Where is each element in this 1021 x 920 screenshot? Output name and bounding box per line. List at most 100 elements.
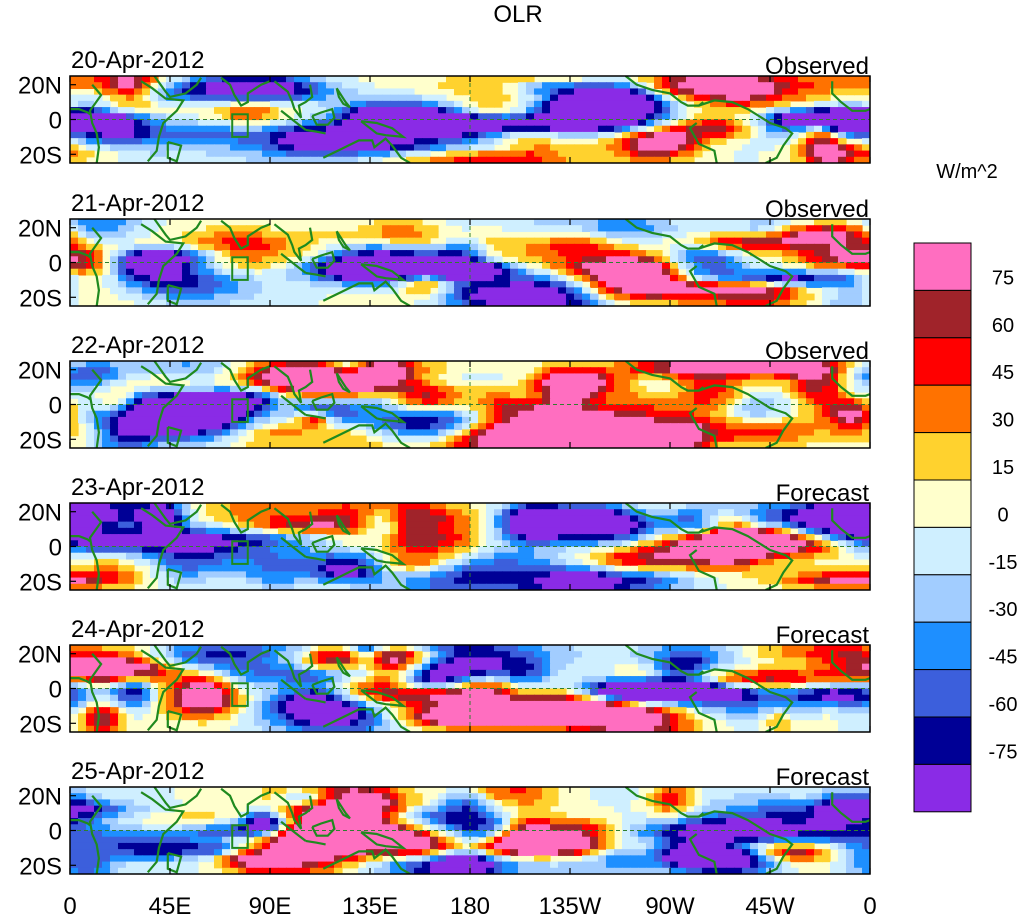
field-cell [502,293,511,301]
field-cell [278,521,287,529]
field-cell [150,219,159,226]
field-cell [158,392,167,399]
field-cell [486,565,495,572]
field-cell [782,274,791,282]
field-cell [566,398,575,406]
field-cell [742,527,751,535]
field-cell [686,435,695,443]
field-cell [150,515,159,523]
field-cell [654,156,663,163]
field-cell [726,119,735,127]
field-cell [534,225,543,233]
field-cell [198,404,207,412]
field-cell [454,150,463,158]
field-cell [158,565,167,572]
field-cell [782,435,791,443]
field-cell [686,281,695,288]
field-cell [670,509,679,517]
field-cell [366,565,375,572]
field-cell [630,441,639,448]
field-cell [470,76,479,83]
field-cell [782,429,791,437]
field-cell [134,392,143,399]
field-cell [702,503,711,510]
field-cell [662,262,671,270]
field-cell [526,299,535,306]
field-cell [198,558,207,566]
field-cell [814,385,823,393]
field-cell [854,435,863,443]
field-cell [350,76,359,83]
field-cell [390,423,399,430]
field-cell [694,268,703,276]
field-cell [422,503,431,510]
field-cell [478,250,487,257]
field-cell [438,410,447,418]
field-cell [718,100,727,108]
field-cell [78,82,87,90]
field-cell [326,256,335,264]
field-cell [270,441,279,448]
field-cell [598,404,607,412]
field-cell [606,144,615,152]
field-cell [422,515,431,523]
field-cell [766,88,775,96]
field-cell [126,521,135,529]
field-cell [246,546,255,554]
field-cell [646,404,655,412]
field-cell [550,385,559,393]
field-cell [790,88,799,96]
field-cell [726,100,735,108]
field-cell [494,150,503,158]
field-cell [654,392,663,399]
field-cell [238,82,247,90]
field-cell [150,268,159,276]
field-cell [686,441,695,448]
field-cell [726,534,735,541]
field-cell [702,131,711,139]
field-cell [598,429,607,437]
field-cell [174,76,183,83]
field-cell [830,398,839,406]
field-cell [342,156,351,163]
field-cell [278,237,287,245]
field-cell [366,521,375,529]
field-cell [158,577,167,585]
field-cell [350,94,359,102]
field-cell [414,237,423,245]
field-cell [758,268,767,276]
field-cell [686,565,695,572]
field-cell [134,423,143,430]
field-cell [166,385,175,393]
field-cell [854,76,863,83]
field-cell [646,225,655,233]
field-cell [350,379,359,387]
field-cell [862,373,870,381]
field-cell [806,558,815,566]
field-cell [606,119,615,127]
field-cell [662,113,671,121]
field-cell [718,527,727,535]
field-cell [118,435,127,443]
field-cell [566,225,575,233]
field-cell [198,441,207,448]
field-cell [486,577,495,585]
field-cell [358,435,367,443]
field-cell [70,571,79,579]
field-cell [262,299,271,306]
field-cell [742,94,751,102]
field-cell [414,250,423,257]
field-cell [822,410,831,418]
field-cell [662,534,671,541]
field-cell [302,527,311,535]
field-cell [150,274,159,282]
field-cell [782,76,791,83]
field-cell [846,281,855,288]
field-cell [342,416,351,424]
field-cell [782,94,791,102]
field-cell [78,237,87,245]
field-cell [782,416,791,424]
field-cell [334,287,343,295]
field-cell [246,410,255,418]
field-cell [190,565,199,572]
